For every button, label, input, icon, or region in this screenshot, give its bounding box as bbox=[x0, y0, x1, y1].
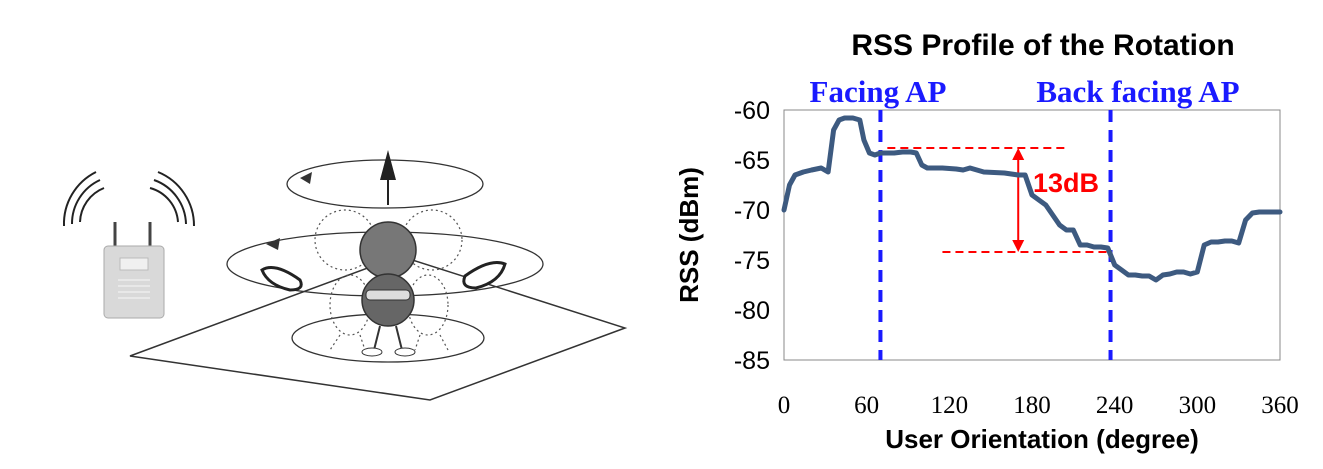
shoe-right-icon bbox=[462, 261, 507, 290]
y-axis-label: RSS (dBm) bbox=[674, 167, 704, 303]
x-axis-label: User Orientation (degree) bbox=[885, 424, 1199, 454]
chart-title: RSS Profile of the Rotation bbox=[851, 29, 1234, 62]
annotation-arrowhead-up-icon bbox=[1012, 148, 1025, 160]
person-figure bbox=[359, 221, 417, 357]
x-tick-label: 120 bbox=[931, 392, 969, 419]
y-tick-label: -80 bbox=[734, 297, 770, 325]
x-tick-label: 0 bbox=[778, 392, 791, 419]
x-tick-label: 360 bbox=[1261, 392, 1299, 419]
access-point-device bbox=[103, 222, 165, 319]
floor-plane bbox=[129, 255, 628, 401]
wifi-signal-icon bbox=[62, 171, 196, 227]
rss-chart: RSS Profile of the Rotation Facing AP Ba… bbox=[674, 29, 1299, 454]
y-axis: -60 -65 -70 -75 -80 -85 bbox=[734, 97, 770, 375]
x-tick-label: 240 bbox=[1096, 392, 1134, 419]
rotation-arrowhead-icon bbox=[300, 172, 312, 184]
plot-area bbox=[783, 109, 1281, 361]
rss-series-line bbox=[781, 115, 1283, 283]
annotation-13db-label: 13dB bbox=[1033, 168, 1099, 198]
y-tick-label: -60 bbox=[734, 97, 770, 125]
shoe-left-icon bbox=[260, 266, 303, 292]
x-axis: 0 60 120 180 240 300 360 bbox=[778, 392, 1299, 419]
rotation-illustration bbox=[62, 150, 628, 401]
back-facing-ap-label: Back facing AP bbox=[1036, 74, 1239, 109]
x-tick-label: 180 bbox=[1013, 392, 1051, 419]
x-tick-label: 300 bbox=[1179, 392, 1217, 419]
rotation-arrowhead-icon bbox=[266, 238, 280, 250]
annotation-arrowhead-down-icon bbox=[1012, 240, 1025, 252]
up-arrow-icon bbox=[380, 150, 396, 180]
facing-ap-label: Facing AP bbox=[810, 74, 947, 109]
x-tick-label: 60 bbox=[854, 392, 879, 419]
y-tick-label: -85 bbox=[734, 347, 770, 375]
y-tick-label: -70 bbox=[734, 197, 770, 225]
y-tick-label: -75 bbox=[734, 247, 770, 275]
y-tick-label: -65 bbox=[734, 147, 770, 175]
